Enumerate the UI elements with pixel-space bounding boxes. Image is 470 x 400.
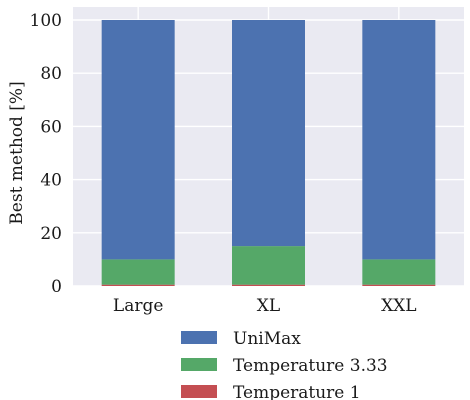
bar-segment — [362, 259, 436, 285]
x-tick-label: XL — [257, 296, 280, 316]
bars — [101, 20, 436, 286]
y-tick-label: 20 — [40, 224, 62, 244]
bar-segment — [232, 284, 305, 286]
x-tick-label: Large — [113, 296, 164, 316]
y-tick-label: 100 — [30, 11, 62, 31]
bar-segment — [232, 246, 305, 285]
y-tick-label: 0 — [51, 277, 62, 297]
legend-swatch — [181, 358, 217, 371]
legend-label: Temperature 3.33 — [233, 356, 388, 376]
y-axis-ticks: 0 20 40 60 80 100 — [30, 11, 62, 297]
legend-label: Temperature 1 — [233, 383, 361, 400]
legend: UniMax Temperature 3.33 Temperature 1 — [181, 329, 388, 400]
legend-swatch — [181, 331, 217, 344]
y-axis-label: Best method [%] — [7, 81, 27, 224]
bar-segment — [101, 20, 175, 260]
y-tick-label: 40 — [40, 171, 62, 191]
x-axis-ticks: Large XL XXL — [113, 296, 417, 316]
bar-segment — [101, 284, 175, 286]
legend-label: UniMax — [233, 329, 301, 349]
bar-segment — [362, 284, 436, 286]
x-tick-label: XXL — [381, 296, 417, 316]
bar-segment — [362, 20, 436, 260]
bar-segment — [101, 259, 175, 285]
y-tick-label: 60 — [40, 117, 62, 137]
legend-swatch — [181, 385, 217, 398]
bar-segment — [232, 20, 305, 247]
y-tick-label: 80 — [40, 64, 62, 84]
